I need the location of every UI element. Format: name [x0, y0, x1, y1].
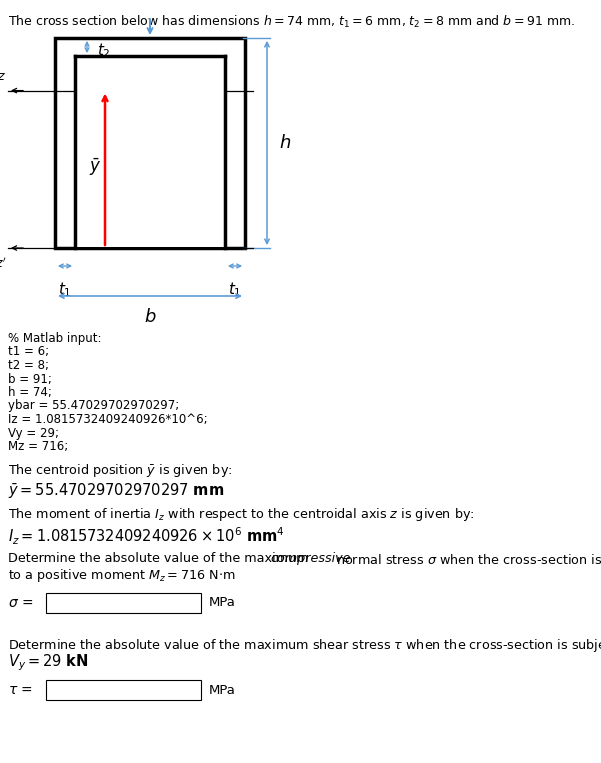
- Text: compressive: compressive: [270, 552, 350, 565]
- Text: $\sigma$ =: $\sigma$ =: [8, 596, 33, 610]
- Text: $\bar{y} = 55.47029702970297$ mm: $\bar{y} = 55.47029702970297$ mm: [8, 482, 224, 501]
- Bar: [46, 593, 201, 613]
- Text: $t_1$: $t_1$: [58, 280, 72, 298]
- Text: normal stress $\sigma$ when the cross-section is subject: normal stress $\sigma$ when the cross-se…: [332, 552, 601, 569]
- Text: $\bar{y}$: $\bar{y}$: [88, 156, 101, 178]
- Text: $\tau$ =: $\tau$ =: [8, 683, 33, 697]
- Text: b = 91;: b = 91;: [8, 372, 52, 385]
- Text: h = 74;: h = 74;: [8, 386, 52, 399]
- Text: Determine the absolute value of the maximum: Determine the absolute value of the maxi…: [8, 552, 313, 565]
- Text: MPa: MPa: [209, 597, 236, 610]
- Bar: [46, 680, 201, 700]
- Bar: [55, 38, 245, 248]
- Text: Iz = 1.0815732409240926*10^6;: Iz = 1.0815732409240926*10^6;: [8, 413, 207, 426]
- Text: $t_2$: $t_2$: [97, 42, 111, 60]
- Text: Vy = 29;: Vy = 29;: [8, 427, 59, 439]
- Text: $z$: $z$: [0, 69, 6, 82]
- Text: MPa: MPa: [209, 684, 236, 697]
- Text: $h$: $h$: [279, 134, 291, 152]
- Text: $V_y = 29$ kN: $V_y = 29$ kN: [8, 652, 89, 673]
- Text: $t_1$: $t_1$: [228, 280, 242, 298]
- Text: to a positive moment $M_z = 716$ N$\cdot$m: to a positive moment $M_z = 716$ N$\cdot…: [8, 567, 236, 584]
- Text: Mz = 716;: Mz = 716;: [8, 440, 69, 453]
- Text: $I_z = 1.0815732409240926 \times 10^6$ mm$^4$: $I_z = 1.0815732409240926 \times 10^6$ m…: [8, 526, 285, 547]
- Text: The cross section below has dimensions $h = 74$ mm, $t_1 = 6$ mm, $t_2 = 8$ mm a: The cross section below has dimensions $…: [8, 14, 575, 30]
- Text: % Matlab input:: % Matlab input:: [8, 332, 102, 345]
- Text: t2 = 8;: t2 = 8;: [8, 359, 49, 372]
- Text: Determine the absolute value of the maximum shear stress $\tau$ when the cross-s: Determine the absolute value of the maxi…: [8, 637, 601, 654]
- Text: The moment of inertia $I_z$ with respect to the centroidal axis $z$ is given by:: The moment of inertia $I_z$ with respect…: [8, 506, 475, 523]
- Bar: [75, 55, 225, 247]
- Text: ybar = 55.47029702970297;: ybar = 55.47029702970297;: [8, 400, 179, 413]
- Text: $z'$: $z'$: [0, 256, 6, 271]
- Text: t1 = 6;: t1 = 6;: [8, 346, 49, 359]
- Text: $b$: $b$: [144, 308, 156, 326]
- Text: The centroid position $\bar{y}$ is given by:: The centroid position $\bar{y}$ is given…: [8, 462, 233, 479]
